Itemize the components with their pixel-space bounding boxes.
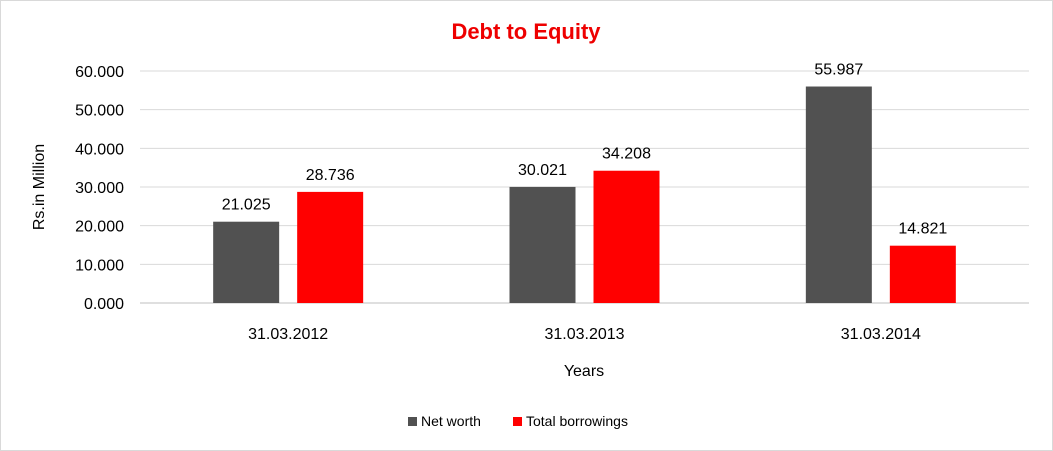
legend-label: Net worth [421,413,481,429]
x-tick-label: 31.03.2012 [248,326,328,343]
chart-title: Debt to Equity [451,19,601,44]
y-tick-label: 0.000 [84,296,124,313]
bar-total-borrowings [297,191,364,303]
data-labels: 21.025 28.736 30.021 34.208 55.987 14.821 [222,62,948,238]
y-tick-label: 30.000 [75,180,124,197]
x-tick-label: 31.03.2014 [841,326,921,343]
bar-total-borrowings [593,170,660,303]
x-tick-label: 31.03.2013 [544,326,624,343]
y-tick-label: 60.000 [75,64,124,81]
y-tick-label: 20.000 [75,219,124,236]
data-label: 14.821 [898,221,947,238]
bars [213,86,956,303]
y-tick-label: 50.000 [75,103,124,120]
x-axis-label: Years [564,363,604,380]
legend-label: Total borrowings [526,413,628,429]
data-label: 21.025 [222,197,271,214]
bar-total-borrowings [889,245,956,303]
data-label: 28.736 [306,167,355,184]
legend: Net worth Total borrowings [408,413,628,429]
y-axis-ticks: 0.000 10.000 20.000 30.000 40.000 50.000 60.00… [75,64,124,313]
data-label: 34.208 [602,146,651,163]
gridlines [140,70,1029,304]
data-label: 55.987 [814,62,863,79]
bar-net-worth [805,86,872,303]
data-label: 30.021 [518,162,567,179]
bar-net-worth [213,221,280,303]
legend-swatch [513,417,522,426]
y-tick-label: 40.000 [75,141,124,158]
bar-net-worth [509,186,576,303]
legend-swatch [408,417,417,426]
y-axis-label: Rs.in Million [31,144,48,230]
y-tick-label: 10.000 [75,257,124,274]
x-axis-ticks: 31.03.2012 31.03.2013 31.03.2014 [248,326,921,343]
